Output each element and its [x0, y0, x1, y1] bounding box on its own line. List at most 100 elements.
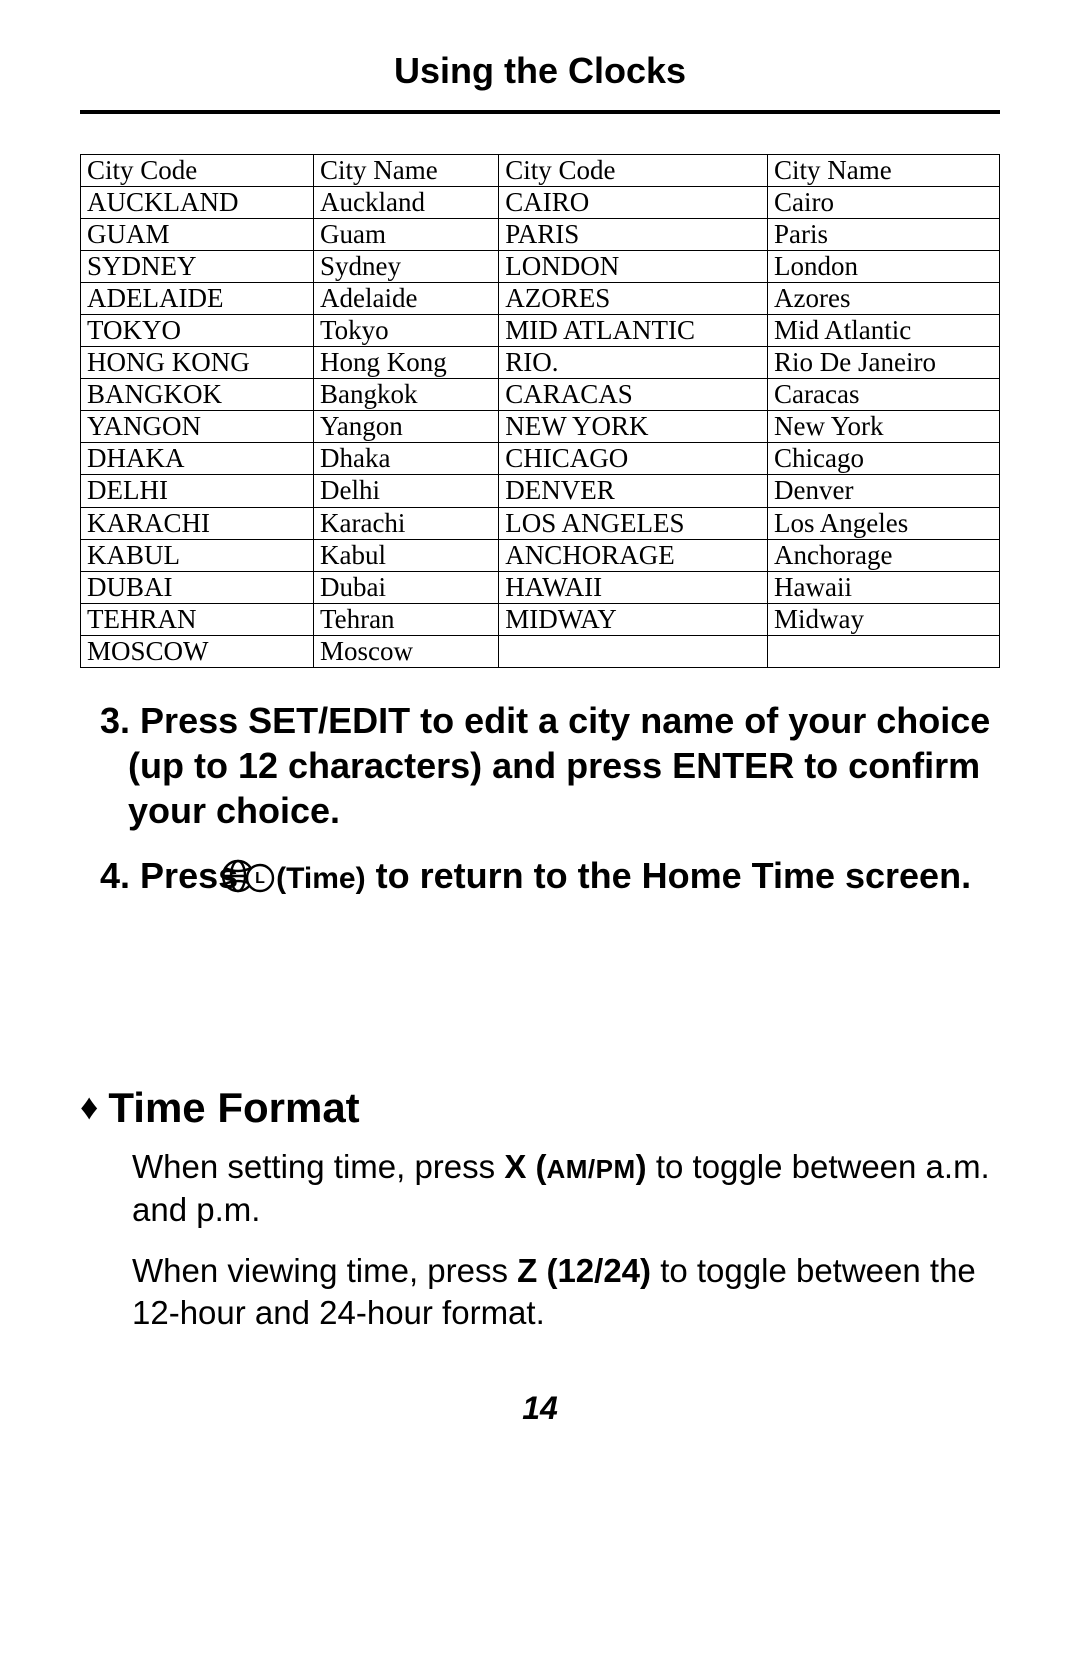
- table-row: ADELAIDEAdelaideAZORESAzores: [81, 283, 1000, 315]
- section-heading: ♦Time Format: [80, 1084, 1000, 1132]
- table-cell: LOS ANGELES: [499, 507, 768, 539]
- step-3-num: 3.: [100, 700, 130, 741]
- step-4-num: 4.: [100, 855, 130, 896]
- table-cell: Guam: [313, 219, 498, 251]
- table-row: SYDNEYSydneyLONDONLondon: [81, 251, 1000, 283]
- table-cell: MIDWAY: [499, 603, 768, 635]
- table-cell: New York: [768, 411, 1000, 443]
- table-cell: Dhaka: [313, 443, 498, 475]
- p1b: X (: [504, 1148, 546, 1185]
- table-cell: AUCKLAND: [81, 187, 314, 219]
- table-cell: ADELAIDE: [81, 283, 314, 315]
- table-cell: Tokyo: [313, 315, 498, 347]
- p1d: ): [636, 1148, 647, 1185]
- title-rule: [80, 110, 1000, 114]
- p1c: AM/PM: [547, 1154, 636, 1184]
- table-cell: Anchorage: [768, 539, 1000, 571]
- table-cell: ANCHORAGE: [499, 539, 768, 571]
- table-cell: LONDON: [499, 251, 768, 283]
- table-cell: CARACAS: [499, 379, 768, 411]
- table-cell: Los Angeles: [768, 507, 1000, 539]
- table-cell: Yangon: [313, 411, 498, 443]
- step-4-after: to return to the Home Time screen.: [366, 855, 971, 896]
- table-cell: [768, 635, 1000, 667]
- p2b: Z (12/24): [517, 1252, 651, 1289]
- table-cell: Dubai: [313, 571, 498, 603]
- table-row: TEHRANTehranMIDWAYMidway: [81, 603, 1000, 635]
- table-cell: DUBAI: [81, 571, 314, 603]
- table-cell: HONG KONG: [81, 347, 314, 379]
- table-cell: DENVER: [499, 475, 768, 507]
- table-cell: AZORES: [499, 283, 768, 315]
- city-table: City CodeCity NameCity CodeCity NameAUCK…: [80, 154, 1000, 668]
- table-row: DHAKADhakaCHICAGOChicago: [81, 443, 1000, 475]
- table-cell: TEHRAN: [81, 603, 314, 635]
- table-cell: Sydney: [313, 251, 498, 283]
- time-format-p1: When setting time, press X (AM/PM) to to…: [132, 1146, 1000, 1232]
- table-cell: Delhi: [313, 475, 498, 507]
- table-row: KABULKabulANCHORAGEAnchorage: [81, 539, 1000, 571]
- section-title: Time Format: [108, 1084, 359, 1131]
- table-cell: Caracas: [768, 379, 1000, 411]
- table-cell: GUAM: [81, 219, 314, 251]
- diamond-icon: ♦: [80, 1086, 98, 1127]
- table-cell: Mid Atlantic: [768, 315, 1000, 347]
- table-cell: Denver: [768, 475, 1000, 507]
- table-cell: Auckland: [313, 187, 498, 219]
- table-cell: London: [768, 251, 1000, 283]
- table-cell: Midway: [768, 603, 1000, 635]
- table-cell: Kabul: [313, 539, 498, 571]
- p1a: When setting time, press: [132, 1148, 504, 1185]
- page-title: Using the Clocks: [80, 50, 1000, 92]
- table-cell: PARIS: [499, 219, 768, 251]
- table-header-cell: City Code: [499, 155, 768, 187]
- table-cell: Chicago: [768, 443, 1000, 475]
- table-cell: Rio De Janeiro: [768, 347, 1000, 379]
- table-cell: Bangkok: [313, 379, 498, 411]
- table-row: KARACHIKarachiLOS ANGELESLos Angeles: [81, 507, 1000, 539]
- time-format-p2: When viewing time, press Z (12/24) to to…: [132, 1250, 1000, 1336]
- table-cell: Karachi: [313, 507, 498, 539]
- table-cell: Hong Kong: [313, 347, 498, 379]
- table-cell: RIO.: [499, 347, 768, 379]
- table-cell: CAIRO: [499, 187, 768, 219]
- table-row: DUBAIDubaiHAWAIIHawaii: [81, 571, 1000, 603]
- table-cell: NEW YORK: [499, 411, 768, 443]
- table-row: DELHIDelhiDENVERDenver: [81, 475, 1000, 507]
- table-row: BANGKOKBangkokCARACASCaracas: [81, 379, 1000, 411]
- table-row: YANGONYangonNEW YORKNew York: [81, 411, 1000, 443]
- table-cell: TOKYO: [81, 315, 314, 347]
- page-number: 14: [80, 1390, 1000, 1427]
- step-3: 3. Press SET/EDIT to edit a city name of…: [100, 698, 1000, 833]
- table-header-cell: City Code: [81, 155, 314, 187]
- p2a: When viewing time, press: [132, 1252, 517, 1289]
- table-cell: Hawaii: [768, 571, 1000, 603]
- table-cell: Azores: [768, 283, 1000, 315]
- table-header-cell: City Name: [768, 155, 1000, 187]
- step-4-time-label: (Time): [276, 862, 365, 895]
- table-cell: SYDNEY: [81, 251, 314, 283]
- globe-clock-icon: L: [248, 858, 276, 904]
- table-cell: Cairo: [768, 187, 1000, 219]
- table-cell: DHAKA: [81, 443, 314, 475]
- table-cell: KARACHI: [81, 507, 314, 539]
- table-row: TOKYOTokyoMID ATLANTICMid Atlantic: [81, 315, 1000, 347]
- table-cell: YANGON: [81, 411, 314, 443]
- table-cell: HAWAII: [499, 571, 768, 603]
- table-row: MOSCOWMoscow: [81, 635, 1000, 667]
- table-cell: MID ATLANTIC: [499, 315, 768, 347]
- table-cell: [499, 635, 768, 667]
- step-3-text: Press SET/EDIT to edit a city name of yo…: [128, 700, 990, 831]
- table-row: AUCKLANDAucklandCAIROCairo: [81, 187, 1000, 219]
- table-cell: MOSCOW: [81, 635, 314, 667]
- table-cell: Adelaide: [313, 283, 498, 315]
- table-cell: Tehran: [313, 603, 498, 635]
- table-row: HONG KONGHong KongRIO.Rio De Janeiro: [81, 347, 1000, 379]
- table-cell: Moscow: [313, 635, 498, 667]
- table-cell: DELHI: [81, 475, 314, 507]
- table-header-cell: City Name: [313, 155, 498, 187]
- step-4: 4. Press L (Time) to return to the Home …: [100, 853, 1000, 904]
- svg-text:L: L: [255, 870, 265, 887]
- table-cell: BANGKOK: [81, 379, 314, 411]
- table-cell: KABUL: [81, 539, 314, 571]
